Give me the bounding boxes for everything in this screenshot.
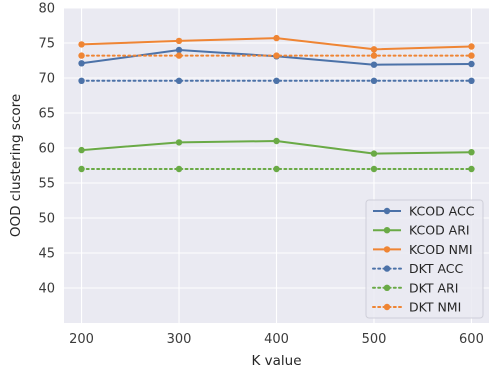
data-point — [175, 165, 183, 173]
legend-marker — [383, 246, 391, 253]
y-tick-label: 50 — [38, 212, 55, 227]
data-point — [468, 77, 475, 85]
legend-marker — [383, 284, 391, 291]
legend-item: DKT NMI — [372, 300, 461, 315]
data-point — [468, 43, 475, 50]
x-tick-label: 200 — [69, 332, 94, 347]
legend-label: KCOD NMI — [409, 242, 473, 257]
legend-label: DKT ACC — [409, 261, 464, 276]
x-tick-label: 300 — [167, 332, 192, 347]
data-point — [370, 52, 378, 59]
data-point — [370, 165, 378, 173]
legend-item: DKT ACC — [372, 261, 464, 276]
y-tick-label: 70 — [38, 72, 55, 87]
legend-marker — [383, 303, 391, 311]
data-point — [273, 34, 280, 42]
data-point — [468, 60, 475, 68]
data-point — [175, 52, 183, 59]
series-kcod-nmi — [78, 34, 475, 53]
legend-item: DKT ARI — [372, 280, 458, 295]
legend-label: DKT NMI — [409, 300, 461, 315]
legend: KCOD ACC KCOD ARI KCOD NMI DKT ACC DKT ARI DK… — [365, 199, 484, 319]
y-tick-label: 65 — [38, 107, 55, 122]
y-axis-label: OOD clustering score — [8, 94, 24, 237]
data-point — [468, 52, 475, 59]
data-point — [175, 77, 183, 85]
y-tick-label: 40 — [38, 282, 55, 297]
legend-marker — [383, 265, 391, 272]
data-point — [175, 37, 183, 45]
legend-marker — [383, 207, 391, 215]
data-point — [273, 137, 280, 145]
data-point — [175, 139, 183, 146]
data-point — [468, 165, 475, 173]
data-point — [370, 46, 378, 53]
y-tick-label: 60 — [38, 142, 55, 157]
data-point — [175, 46, 183, 54]
series-kcod-ari — [78, 137, 475, 157]
legend-label: DKT ARI — [409, 280, 458, 295]
x-axis-ticks: 200 300 400 500 600 — [69, 332, 484, 347]
data-point — [78, 165, 85, 173]
y-tick-label: 45 — [38, 247, 55, 262]
series-dkt-ari — [78, 165, 475, 173]
legend-item: KCOD ACC — [373, 204, 475, 219]
data-point — [370, 77, 378, 85]
data-point — [78, 52, 85, 59]
data-point — [78, 41, 85, 48]
data-point — [78, 77, 85, 85]
data-point — [78, 60, 85, 67]
series-dkt-acc — [78, 77, 475, 85]
y-tick-label: 75 — [38, 37, 55, 52]
x-tick-label: 500 — [362, 332, 387, 347]
data-point — [468, 149, 475, 156]
data-point — [273, 77, 280, 85]
legend-item: KCOD ARI — [373, 223, 470, 238]
x-tick-label: 400 — [264, 332, 289, 347]
series-lines — [78, 34, 475, 173]
legend-marker — [383, 227, 391, 234]
data-point — [370, 150, 378, 157]
data-point — [370, 61, 378, 68]
data-point — [273, 165, 280, 173]
series-dkt-nmi — [78, 52, 475, 59]
x-axis-label: K value — [251, 353, 301, 369]
y-axis-ticks: 40 45 50 55 60 65 70 75 80 — [38, 2, 55, 297]
x-tick-label: 600 — [459, 332, 484, 347]
legend-label: KCOD ARI — [409, 223, 470, 238]
y-tick-label: 55 — [38, 177, 55, 192]
data-point — [78, 146, 85, 154]
legend-label: KCOD ACC — [409, 204, 475, 219]
y-tick-label: 80 — [38, 2, 55, 17]
legend-item: KCOD NMI — [373, 242, 473, 257]
data-point — [273, 52, 280, 59]
